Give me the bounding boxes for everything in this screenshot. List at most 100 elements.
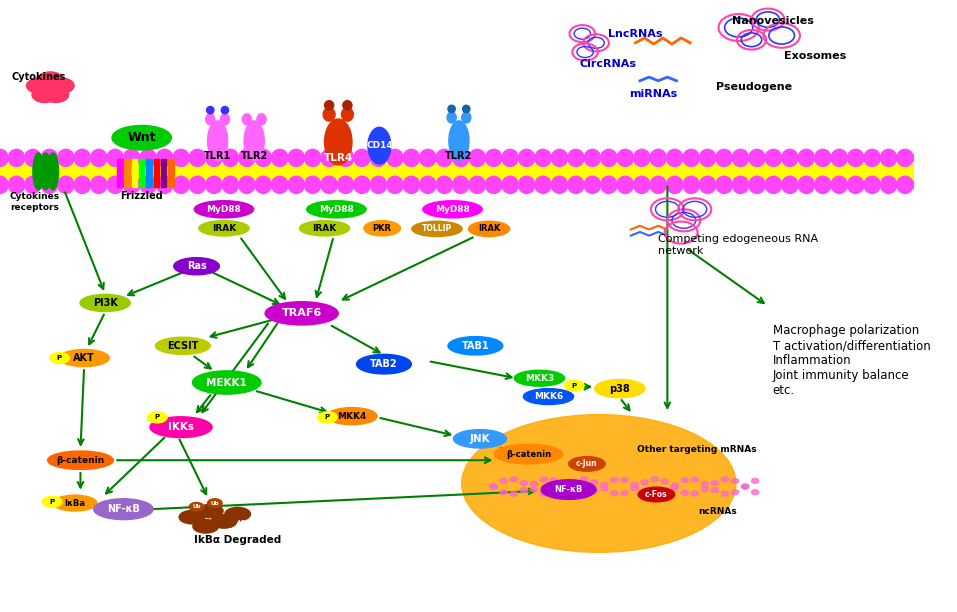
Ellipse shape — [638, 487, 675, 502]
Ellipse shape — [651, 491, 658, 496]
Ellipse shape — [561, 485, 568, 490]
Ellipse shape — [683, 176, 700, 193]
Text: MKK6: MKK6 — [534, 392, 563, 401]
Ellipse shape — [584, 149, 601, 166]
Text: TAB2: TAB2 — [370, 359, 398, 369]
Ellipse shape — [722, 491, 728, 496]
Ellipse shape — [501, 176, 519, 193]
Text: MyD88: MyD88 — [207, 205, 241, 214]
Ellipse shape — [542, 480, 596, 499]
Ellipse shape — [206, 149, 222, 166]
Bar — [146, 159, 152, 187]
Ellipse shape — [748, 176, 766, 193]
Text: MyD88: MyD88 — [319, 205, 354, 214]
Ellipse shape — [173, 176, 189, 193]
Text: TRAF6: TRAF6 — [281, 308, 322, 318]
Ellipse shape — [448, 337, 502, 355]
Ellipse shape — [50, 353, 69, 364]
Ellipse shape — [581, 491, 588, 496]
Ellipse shape — [521, 488, 527, 493]
Ellipse shape — [57, 176, 74, 193]
Ellipse shape — [304, 149, 321, 166]
Ellipse shape — [490, 484, 498, 489]
Ellipse shape — [631, 482, 638, 487]
Ellipse shape — [342, 108, 353, 121]
Ellipse shape — [327, 408, 377, 425]
Text: Pseudogene: Pseudogene — [716, 82, 792, 92]
Ellipse shape — [650, 149, 666, 166]
Ellipse shape — [59, 349, 109, 367]
Ellipse shape — [156, 149, 173, 166]
Text: IRAK: IRAK — [312, 224, 337, 233]
Ellipse shape — [568, 149, 584, 166]
Text: PI3K: PI3K — [93, 298, 118, 308]
Ellipse shape — [448, 105, 456, 113]
Ellipse shape — [304, 176, 321, 193]
Ellipse shape — [519, 149, 535, 166]
Ellipse shape — [594, 379, 645, 398]
Ellipse shape — [338, 176, 354, 193]
Ellipse shape — [722, 477, 728, 482]
Ellipse shape — [666, 149, 683, 166]
Ellipse shape — [357, 354, 412, 374]
Text: IkBα Degraded: IkBα Degraded — [194, 535, 281, 545]
Ellipse shape — [634, 149, 650, 166]
Text: AKT: AKT — [74, 353, 95, 363]
Ellipse shape — [831, 149, 848, 166]
Ellipse shape — [521, 480, 527, 485]
Text: P: P — [56, 355, 62, 361]
Text: NF-κB: NF-κB — [554, 485, 583, 494]
Text: Macrophage polarization
T activation/differentiation
Inflammation
Joint immunity: Macrophage polarization T activation/dif… — [772, 324, 930, 397]
Ellipse shape — [814, 176, 831, 193]
Ellipse shape — [782, 149, 798, 166]
Ellipse shape — [568, 176, 584, 193]
Ellipse shape — [494, 444, 563, 464]
Ellipse shape — [848, 176, 864, 193]
Ellipse shape — [324, 119, 352, 165]
Ellipse shape — [650, 176, 666, 193]
Ellipse shape — [220, 114, 230, 125]
Ellipse shape — [523, 389, 573, 405]
Text: Cytokines
receptors: Cytokines receptors — [10, 192, 59, 212]
Ellipse shape — [565, 380, 584, 391]
Ellipse shape — [140, 149, 156, 166]
Ellipse shape — [590, 480, 598, 485]
Text: IKKs: IKKs — [168, 422, 194, 432]
Text: CD14: CD14 — [366, 141, 392, 150]
Text: Ub: Ub — [192, 504, 201, 509]
Ellipse shape — [436, 149, 453, 166]
Ellipse shape — [43, 88, 69, 103]
Ellipse shape — [848, 149, 864, 166]
Ellipse shape — [751, 490, 759, 494]
Ellipse shape — [288, 176, 304, 193]
Ellipse shape — [519, 176, 535, 193]
Ellipse shape — [123, 176, 140, 193]
Ellipse shape — [514, 370, 565, 386]
Ellipse shape — [221, 106, 229, 114]
Ellipse shape — [462, 105, 470, 113]
Text: miRNAs: miRNAs — [630, 89, 678, 99]
Ellipse shape — [683, 149, 700, 166]
Ellipse shape — [300, 221, 349, 236]
Ellipse shape — [732, 176, 748, 193]
Ellipse shape — [661, 479, 668, 484]
Ellipse shape — [91, 149, 107, 166]
Ellipse shape — [469, 176, 485, 193]
Ellipse shape — [140, 176, 156, 193]
Bar — [0, 164, 914, 179]
Ellipse shape — [323, 108, 335, 121]
Ellipse shape — [581, 477, 588, 482]
Ellipse shape — [256, 114, 266, 125]
Ellipse shape — [174, 258, 219, 275]
Ellipse shape — [25, 176, 41, 193]
Ellipse shape — [651, 477, 658, 482]
Ellipse shape — [535, 176, 551, 193]
Ellipse shape — [550, 478, 558, 483]
Text: p38: p38 — [610, 384, 631, 394]
Ellipse shape — [207, 106, 214, 114]
Ellipse shape — [641, 480, 648, 485]
Text: Wnt: Wnt — [127, 131, 156, 144]
Ellipse shape — [731, 490, 739, 494]
Ellipse shape — [272, 149, 288, 166]
Ellipse shape — [33, 153, 44, 190]
